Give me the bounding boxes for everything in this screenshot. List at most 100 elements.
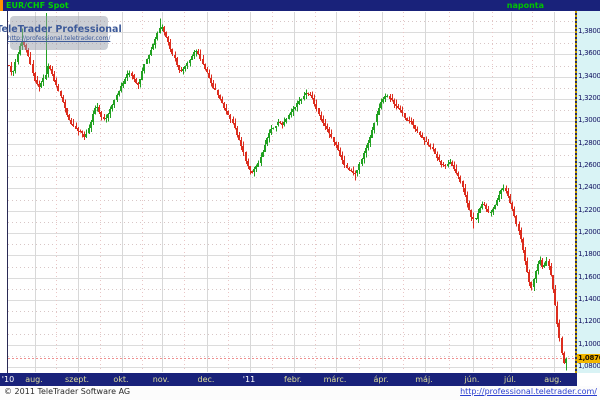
grid-midmonth-vertical [56, 12, 533, 372]
candle-down [163, 27, 165, 32]
candle-up [107, 114, 109, 118]
candle-up [120, 86, 122, 91]
candle-wicks-down [9, 25, 565, 364]
candle-down [421, 135, 423, 138]
candle-down [339, 150, 341, 156]
grid-minor-horizontal [8, 21, 578, 357]
candle-up [494, 205, 496, 209]
candle-down [328, 129, 330, 133]
candle-down [34, 73, 36, 81]
candle-down [309, 94, 311, 95]
candle-down [247, 161, 249, 166]
candle-up [285, 119, 287, 122]
candle-down [518, 224, 520, 231]
candle-down [520, 230, 522, 239]
title-bar[interactable]: EUR/CHF Spot naponta [0, 0, 600, 11]
y-axis-panel[interactable]: 1,0876 1,3800 1,3600 1,3400 1,3200 1,3000 1,2… [577, 11, 600, 373]
candle-up [270, 129, 272, 133]
candle-up [195, 51, 197, 52]
candle-up [116, 95, 118, 100]
x-axis-bar[interactable]: '10 aug. szept. okt. nov. dec. '11 febr. márc. áp… [0, 373, 577, 386]
candle-down [434, 149, 436, 154]
watermark: TeleTrader Professional http://professio… [0, 16, 122, 50]
candle-down [466, 195, 468, 203]
candle-down [64, 102, 66, 108]
candle-up [113, 100, 115, 105]
candle-down [135, 79, 137, 83]
candle-down [176, 58, 178, 65]
candle-down [133, 75, 135, 79]
price-chart-svg[interactable] [8, 11, 578, 373]
candle-down [320, 115, 322, 120]
candle-down [348, 168, 350, 170]
candle-down [468, 203, 470, 210]
candle-down [98, 107, 100, 112]
candle-down [225, 108, 227, 111]
candle-down [137, 83, 139, 85]
candle-down [36, 80, 38, 84]
candle-up [380, 102, 382, 108]
candle-down [425, 141, 427, 142]
x-axis-month-label: aug. [544, 375, 562, 384]
candle-down [219, 95, 221, 99]
candle-down [234, 123, 236, 128]
candle-up [96, 107, 98, 108]
x-axis-month-label: nov. [152, 375, 170, 384]
candle-up [447, 164, 449, 166]
candle-up [535, 271, 537, 279]
candle-up [182, 69, 184, 71]
candle-down [444, 165, 446, 166]
y-axis-label: 1,1000 [578, 339, 600, 348]
candle-up [298, 101, 300, 104]
candle-up [12, 71, 14, 72]
y-axis-label: 1,3600 [578, 49, 600, 58]
symbol-title: EUR/CHF Spot [6, 1, 69, 10]
candle-up [150, 50, 152, 55]
candle-down [27, 50, 29, 56]
candle-down [509, 196, 511, 203]
candle-down [423, 137, 425, 140]
candle-down [524, 250, 526, 261]
candle-down [311, 95, 313, 98]
chart-plot-area[interactable] [7, 11, 578, 373]
candle-up [477, 213, 479, 219]
candle-down [79, 131, 81, 132]
candle-up [146, 59, 148, 64]
candle-down [313, 98, 315, 104]
candle-up [305, 93, 307, 95]
candle-down [561, 338, 563, 353]
candle-down [197, 51, 199, 54]
candle-up [148, 55, 150, 59]
y-axis-label: 1,0800 [578, 362, 600, 370]
candle-down [70, 120, 72, 124]
candle-up [539, 260, 541, 264]
candle-down [206, 69, 208, 72]
candle-up [300, 99, 302, 101]
candle-down [341, 155, 343, 160]
candle-down [174, 55, 176, 58]
x-axis-month-label: febr. [284, 375, 302, 384]
candle-down [38, 84, 40, 87]
candle-up [382, 99, 384, 102]
candle-down [442, 164, 444, 165]
candle-down [229, 115, 231, 119]
candle-down [223, 103, 225, 108]
candle-down [412, 121, 414, 125]
candle-down [526, 261, 528, 272]
candle-down [77, 128, 79, 131]
period-label[interactable]: naponta [506, 1, 544, 10]
candle-up [193, 52, 195, 56]
footer-link[interactable]: http://professional.teletrader.com/ [460, 387, 597, 396]
candle-down [389, 96, 391, 99]
candle-down [178, 65, 180, 70]
x-axis-month-label: júl. [503, 375, 517, 384]
y-axis-label: 1,1800 [578, 250, 600, 259]
candle-down [10, 66, 12, 72]
candle-down [438, 157, 440, 160]
candle-down [326, 126, 328, 129]
candle-up [156, 33, 158, 39]
candle-up [161, 27, 163, 29]
candle-down [322, 119, 324, 123]
candle-down [416, 129, 418, 131]
candle-down [171, 49, 173, 54]
